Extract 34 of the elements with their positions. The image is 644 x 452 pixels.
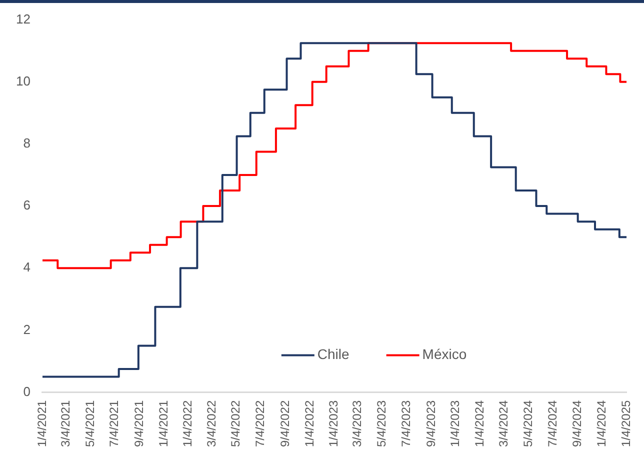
y-tick-label: 12 [16, 11, 30, 26]
y-tick-label: 10 [16, 73, 30, 88]
x-tick-label: 1/4/2021 [156, 400, 170, 448]
x-tick-label: 1/4/2023 [326, 400, 341, 448]
x-tick-label: 7/4/2021 [107, 400, 122, 448]
y-tick-label: 8 [23, 136, 30, 151]
x-tick-label: 1/4/2025 [618, 400, 633, 448]
x-tick-label: 9/4/2024 [570, 400, 584, 448]
x-tick-label: 1/4/2021 [34, 400, 49, 448]
y-tick-label: 6 [23, 198, 30, 213]
x-tick-label: 5/4/2021 [82, 400, 97, 448]
x-tick-label: 1/4/2022 [302, 400, 316, 448]
x-tick-label: 3/4/2021 [58, 400, 72, 448]
legend-label: Chile [317, 346, 350, 362]
x-tick-label: 1/4/2023 [448, 400, 462, 448]
x-tick-label: 9/4/2023 [424, 400, 438, 448]
legend-label: México [422, 346, 467, 362]
y-tick-label: 2 [23, 322, 30, 337]
x-tick-label: 3/4/2022 [204, 400, 218, 448]
x-tick-label: 1/4/2024 [594, 400, 609, 448]
x-tick-label: 9/4/2022 [278, 400, 292, 448]
x-tick-label: 7/4/2023 [399, 400, 414, 448]
x-tick-label: 3/4/2023 [350, 400, 364, 448]
x-tick-label: 7/4/2022 [253, 400, 268, 448]
x-tick-label: 1/4/2024 [472, 400, 487, 448]
x-tick-label: 7/4/2024 [545, 400, 560, 448]
x-tick-label: 3/4/2024 [496, 400, 511, 448]
x-tick-label: 5/4/2022 [228, 400, 243, 448]
x-tick-label: 5/4/2023 [374, 400, 389, 448]
x-tick-label: 1/4/2022 [180, 400, 195, 448]
y-tick-label: 0 [23, 384, 30, 399]
x-tick-label: 9/4/2021 [132, 400, 146, 448]
x-tick-label: 5/4/2024 [520, 400, 535, 448]
y-tick-label: 4 [23, 260, 30, 275]
